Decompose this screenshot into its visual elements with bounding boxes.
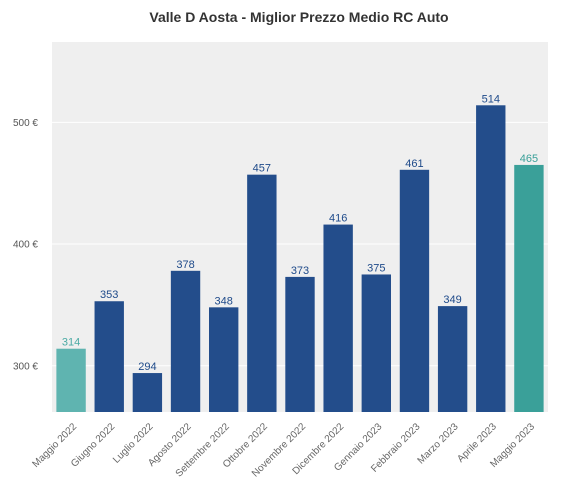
bar <box>209 307 239 412</box>
data-label: 294 <box>138 361 156 373</box>
bar <box>56 348 86 412</box>
data-label: 349 <box>443 294 461 306</box>
bar <box>132 373 163 412</box>
data-label: 461 <box>405 158 423 170</box>
bar <box>323 224 353 412</box>
bar <box>437 306 468 412</box>
bar <box>94 301 124 412</box>
bar <box>170 270 201 412</box>
bar <box>285 276 315 412</box>
data-label: 457 <box>253 163 271 175</box>
bar <box>476 105 506 412</box>
bar <box>247 174 277 412</box>
y-tick-label: 500 € <box>13 118 38 129</box>
data-label: 378 <box>176 259 194 271</box>
data-label: 416 <box>329 213 347 225</box>
data-label: 373 <box>291 265 309 277</box>
chart-title: Valle D Aosta - Miglior Prezzo Medio RC … <box>149 9 448 25</box>
data-labels: 314 353 294 378 348 457 373 416 375 461 349 514 465 <box>62 93 538 373</box>
x-tick-label: Marzo 2023 <box>416 421 461 466</box>
bar <box>361 274 391 412</box>
data-label: 465 <box>520 153 538 165</box>
data-label: 353 <box>100 289 118 301</box>
data-label: 314 <box>62 337 80 349</box>
data-label: 375 <box>367 262 385 274</box>
y-tick-label: 400 € <box>13 240 38 251</box>
bar <box>399 169 430 412</box>
data-label: 348 <box>215 295 233 307</box>
bar <box>514 164 544 412</box>
y-tick-label: 300 € <box>13 361 38 372</box>
y-axis-ticks: 300 € 400 € 500 € <box>13 118 38 372</box>
bars <box>56 105 544 412</box>
data-label: 514 <box>482 93 500 105</box>
